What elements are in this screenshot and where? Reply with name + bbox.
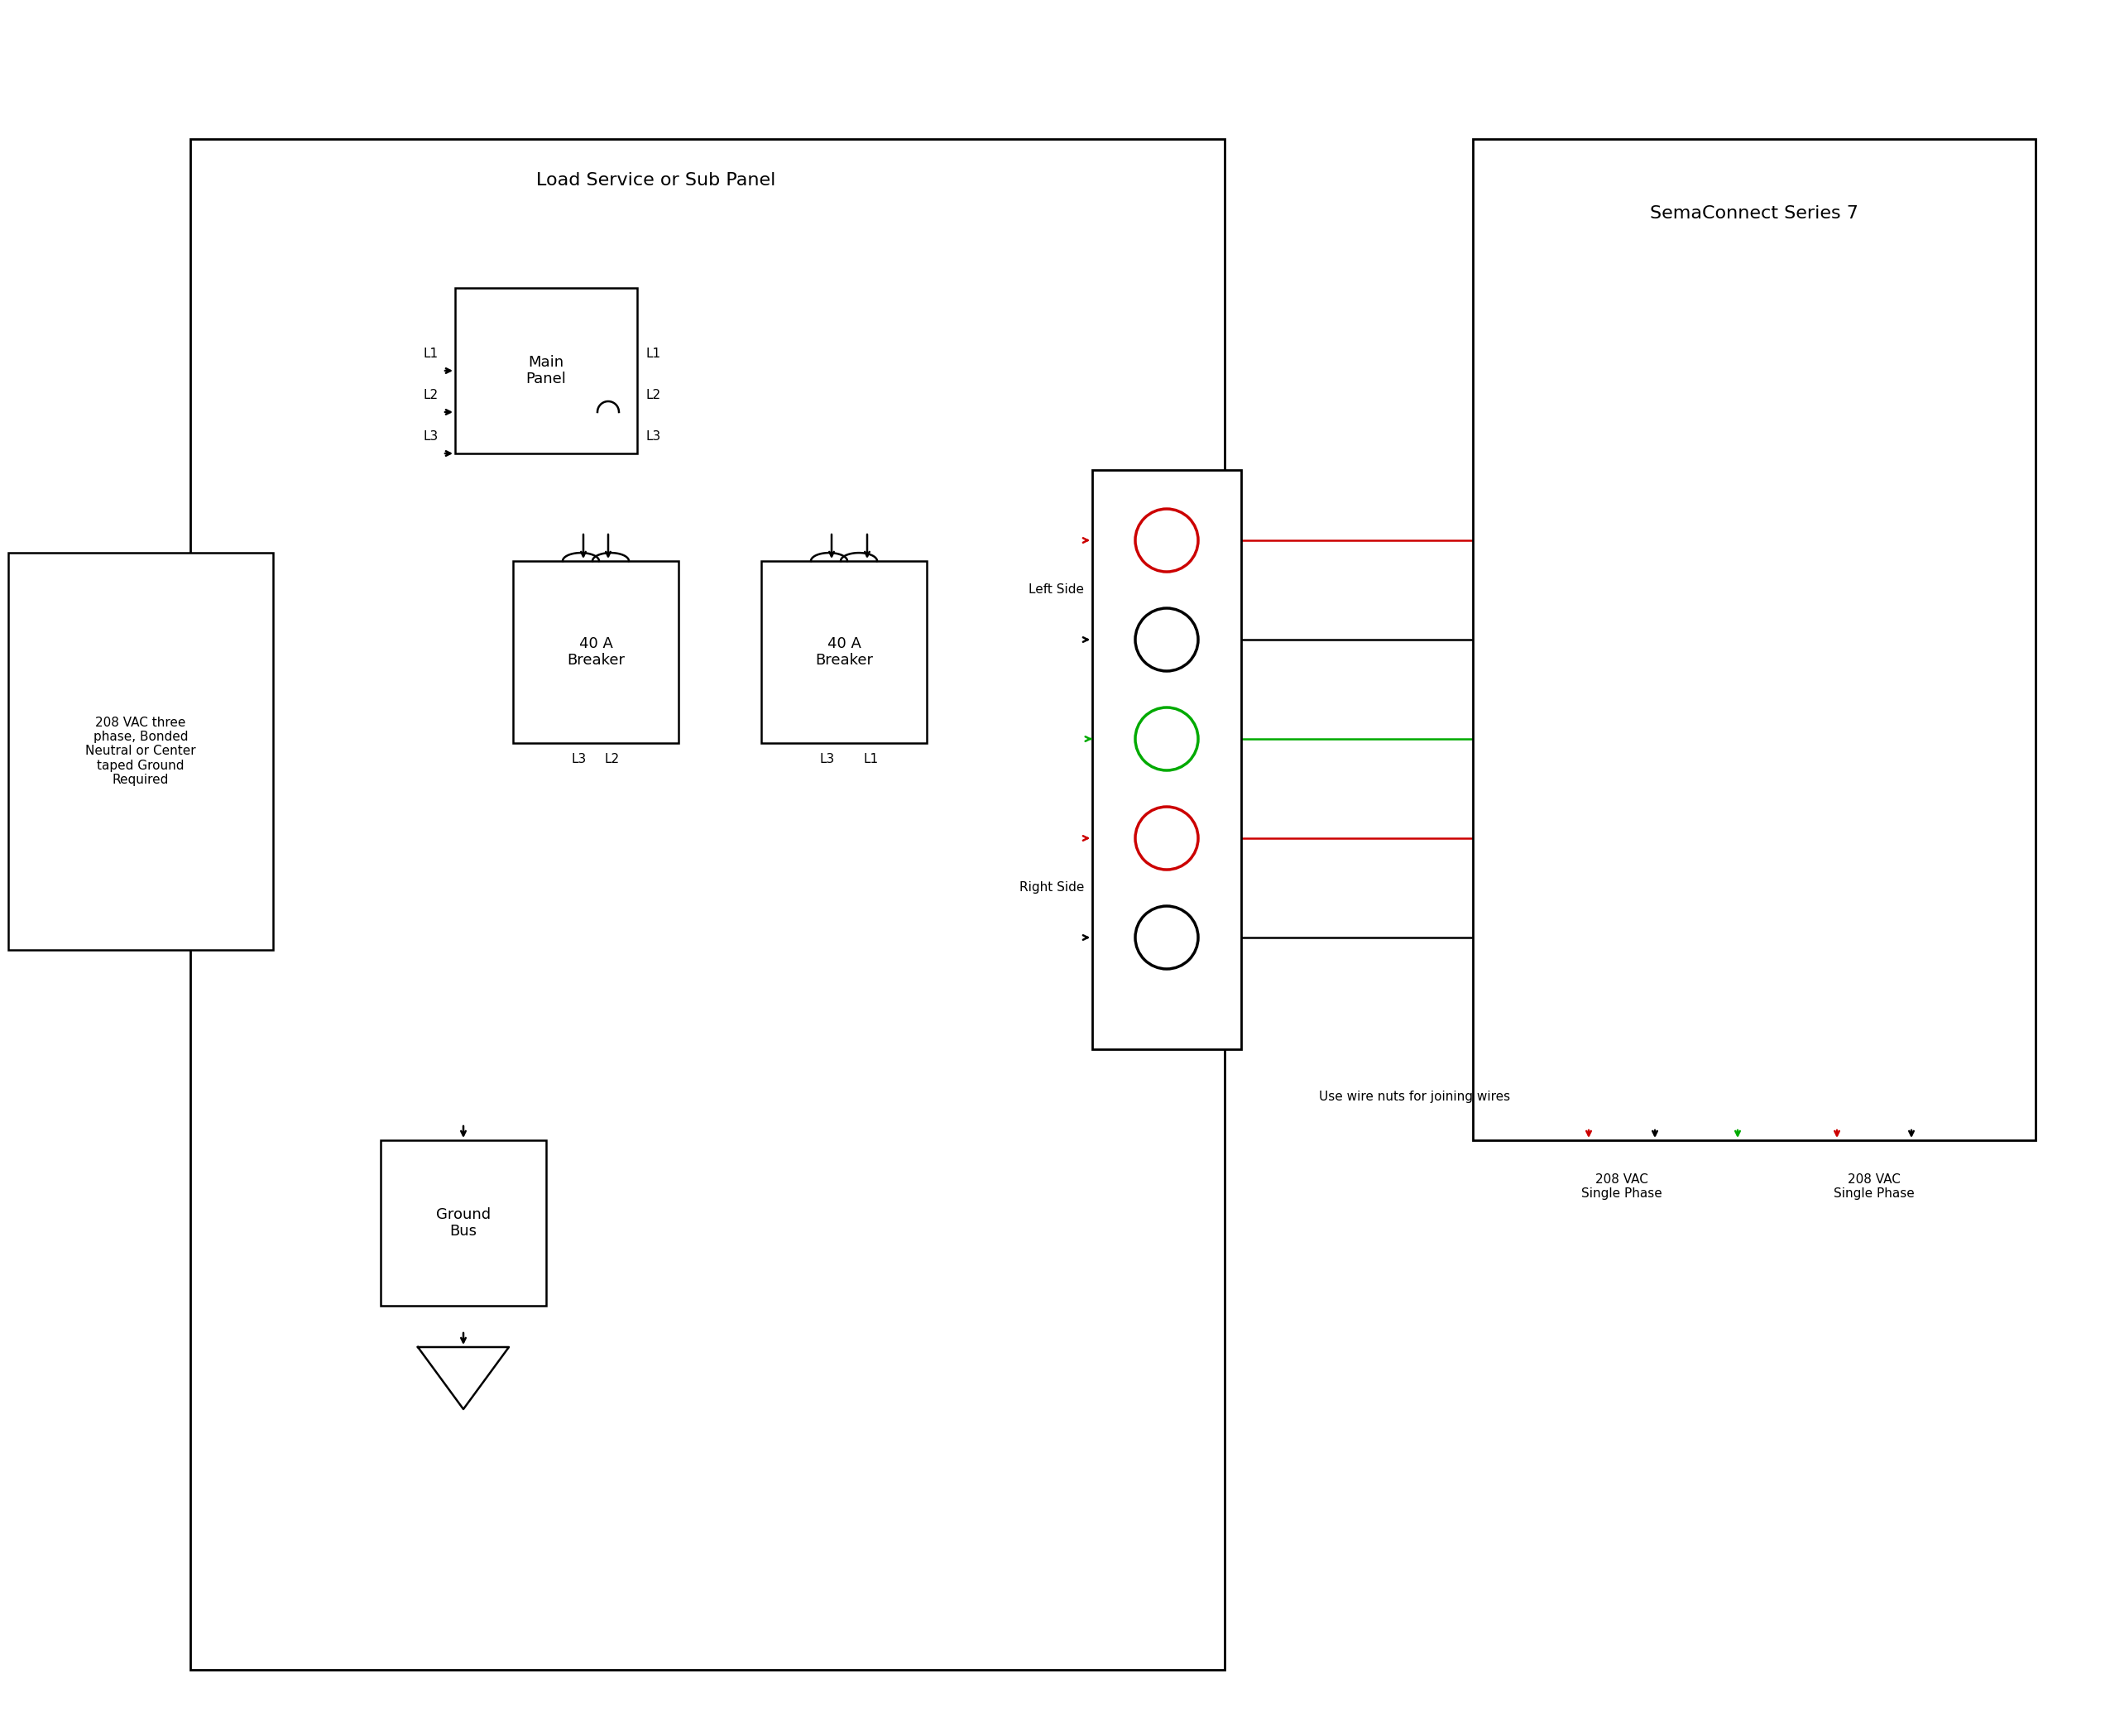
Text: L3: L3 (646, 431, 660, 443)
Text: 40 A
Breaker: 40 A Breaker (814, 635, 874, 668)
Text: Right Side: Right Side (1019, 882, 1085, 894)
Text: L3: L3 (572, 753, 587, 766)
Text: L2: L2 (606, 753, 620, 766)
Text: L1: L1 (424, 347, 439, 359)
Text: 208 VAC
Single Phase: 208 VAC Single Phase (1580, 1174, 1663, 1200)
Text: 40 A
Breaker: 40 A Breaker (568, 635, 625, 668)
Text: L1: L1 (863, 753, 878, 766)
Text: L3: L3 (821, 753, 836, 766)
Bar (190, 139, 1224, 1670)
Bar (1473, 139, 2036, 1141)
Text: L1: L1 (646, 347, 660, 359)
Bar (762, 561, 926, 743)
Bar (380, 1141, 546, 1305)
Text: L2: L2 (646, 389, 660, 401)
Text: Left Side: Left Side (1028, 583, 1085, 595)
Text: Main
Panel: Main Panel (525, 354, 565, 387)
Text: 208 VAC three
phase, Bonded
Neutral or Center
taped Ground
Required: 208 VAC three phase, Bonded Neutral or C… (84, 717, 196, 786)
Bar (513, 561, 679, 743)
Text: Use wire nuts for joining wires: Use wire nuts for joining wires (1319, 1090, 1511, 1102)
Bar (1093, 470, 1241, 1049)
Text: 208 VAC
Single Phase: 208 VAC Single Phase (1834, 1174, 1914, 1200)
Text: L3: L3 (424, 431, 439, 443)
Text: Ground
Bus: Ground Bus (437, 1207, 492, 1240)
Text: L2: L2 (424, 389, 439, 401)
Text: Load Service or Sub Panel: Load Service or Sub Panel (536, 172, 776, 189)
Bar (8, 552, 272, 950)
Bar (456, 288, 637, 453)
Text: SemaConnect Series 7: SemaConnect Series 7 (1650, 205, 1859, 222)
